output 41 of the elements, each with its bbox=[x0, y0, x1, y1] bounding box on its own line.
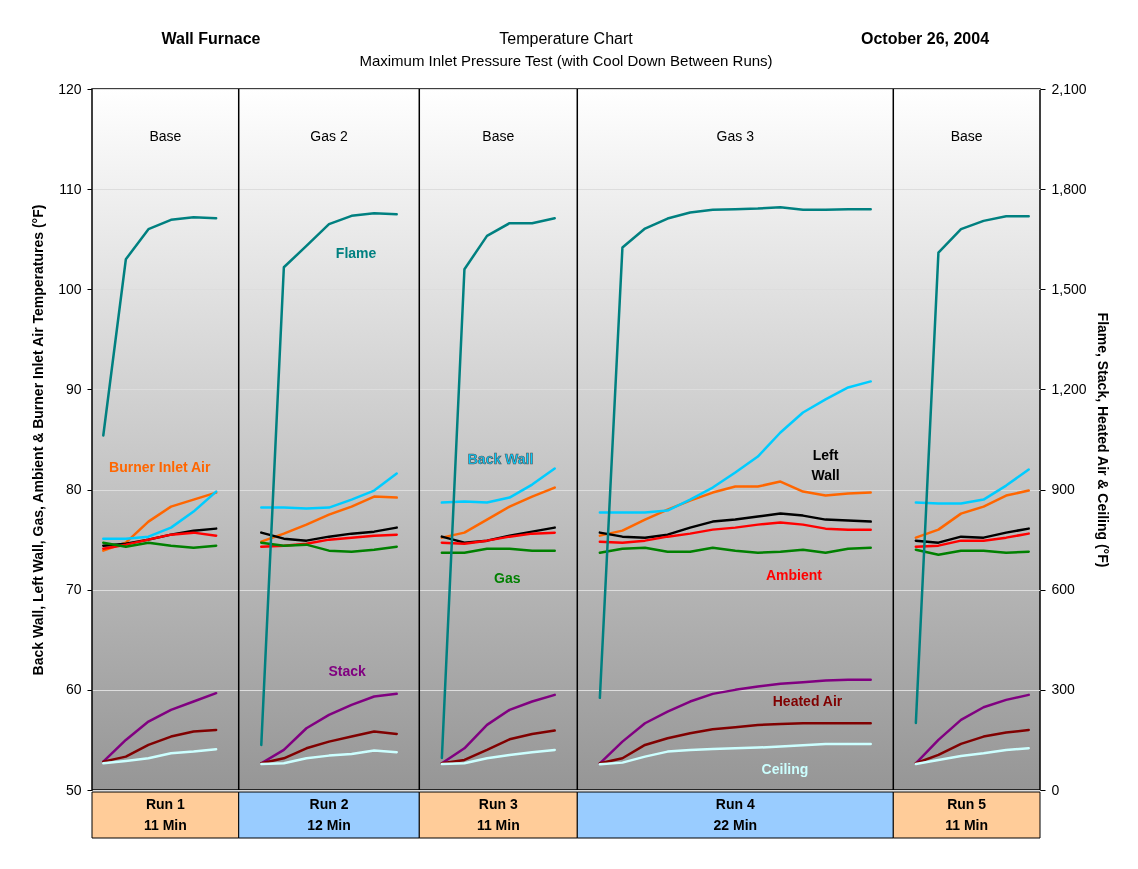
series-label: Back Wall bbox=[467, 450, 534, 467]
annotation: Base bbox=[482, 128, 515, 144]
y-tick-label: 110 bbox=[59, 180, 82, 197]
y-axis-title: Back Wall, Left Wall, Gas, Ambient & Burner Inlet Air Temperatures (°F) bbox=[30, 204, 47, 676]
y2-tick-label: 1,200 bbox=[1051, 380, 1087, 397]
series-label: Burner Inlet Air bbox=[109, 458, 211, 475]
y-tick-label: 100 bbox=[58, 280, 82, 297]
y2-tick-label: 300 bbox=[1051, 681, 1076, 698]
y2-tick-label: 900 bbox=[1051, 481, 1076, 498]
annotation: Base bbox=[149, 128, 182, 144]
y2-tick-label: 0 bbox=[1051, 781, 1060, 798]
annotation: Gas 2 bbox=[310, 128, 348, 144]
y-tick-label: 120 bbox=[58, 80, 82, 97]
series-label: Flame bbox=[335, 245, 377, 262]
y-tick-label: 70 bbox=[65, 581, 82, 598]
y-tick-label: 60 bbox=[65, 681, 82, 698]
text: Ambient bbox=[765, 566, 823, 583]
chart-subtitle: Maximum Inlet Pressure Test (with Cool Down Between Runs) bbox=[359, 52, 773, 69]
series-label: Ceiling bbox=[761, 760, 809, 777]
text: Run 1 11 Min bbox=[143, 796, 187, 833]
text: Left Wall bbox=[811, 446, 840, 483]
y-tick-label: 90 bbox=[65, 380, 82, 397]
chart-title: Temperature Chart bbox=[499, 30, 634, 47]
text: Run 3 11 Min bbox=[476, 796, 520, 833]
y-tick-label: 50 bbox=[65, 781, 82, 798]
series-label: Heated Air bbox=[772, 692, 843, 709]
text: October 26, 2004 bbox=[860, 30, 990, 47]
y2-tick-label: 600 bbox=[1051, 581, 1076, 598]
series-label: Gas bbox=[494, 569, 521, 586]
y2-tick-label: 1,800 bbox=[1051, 180, 1087, 197]
annotation: Gas 3 bbox=[716, 128, 755, 144]
y-tick-label: 80 bbox=[65, 481, 82, 498]
text: Run 4 22 Min bbox=[713, 796, 758, 833]
text: Run 5 11 Min bbox=[945, 796, 989, 833]
series-label: Stack bbox=[328, 662, 366, 679]
y2-axis-title: Flame, Stack, Heated Air & Ceiling (°F) bbox=[1094, 312, 1111, 568]
text: Run 2 12 Min bbox=[307, 796, 351, 833]
annotation: Base bbox=[950, 128, 983, 144]
y2-tick-label: 1,500 bbox=[1051, 280, 1087, 297]
y2-tick-label: 2,100 bbox=[1051, 80, 1087, 97]
text: Wall Furnace bbox=[161, 30, 261, 47]
